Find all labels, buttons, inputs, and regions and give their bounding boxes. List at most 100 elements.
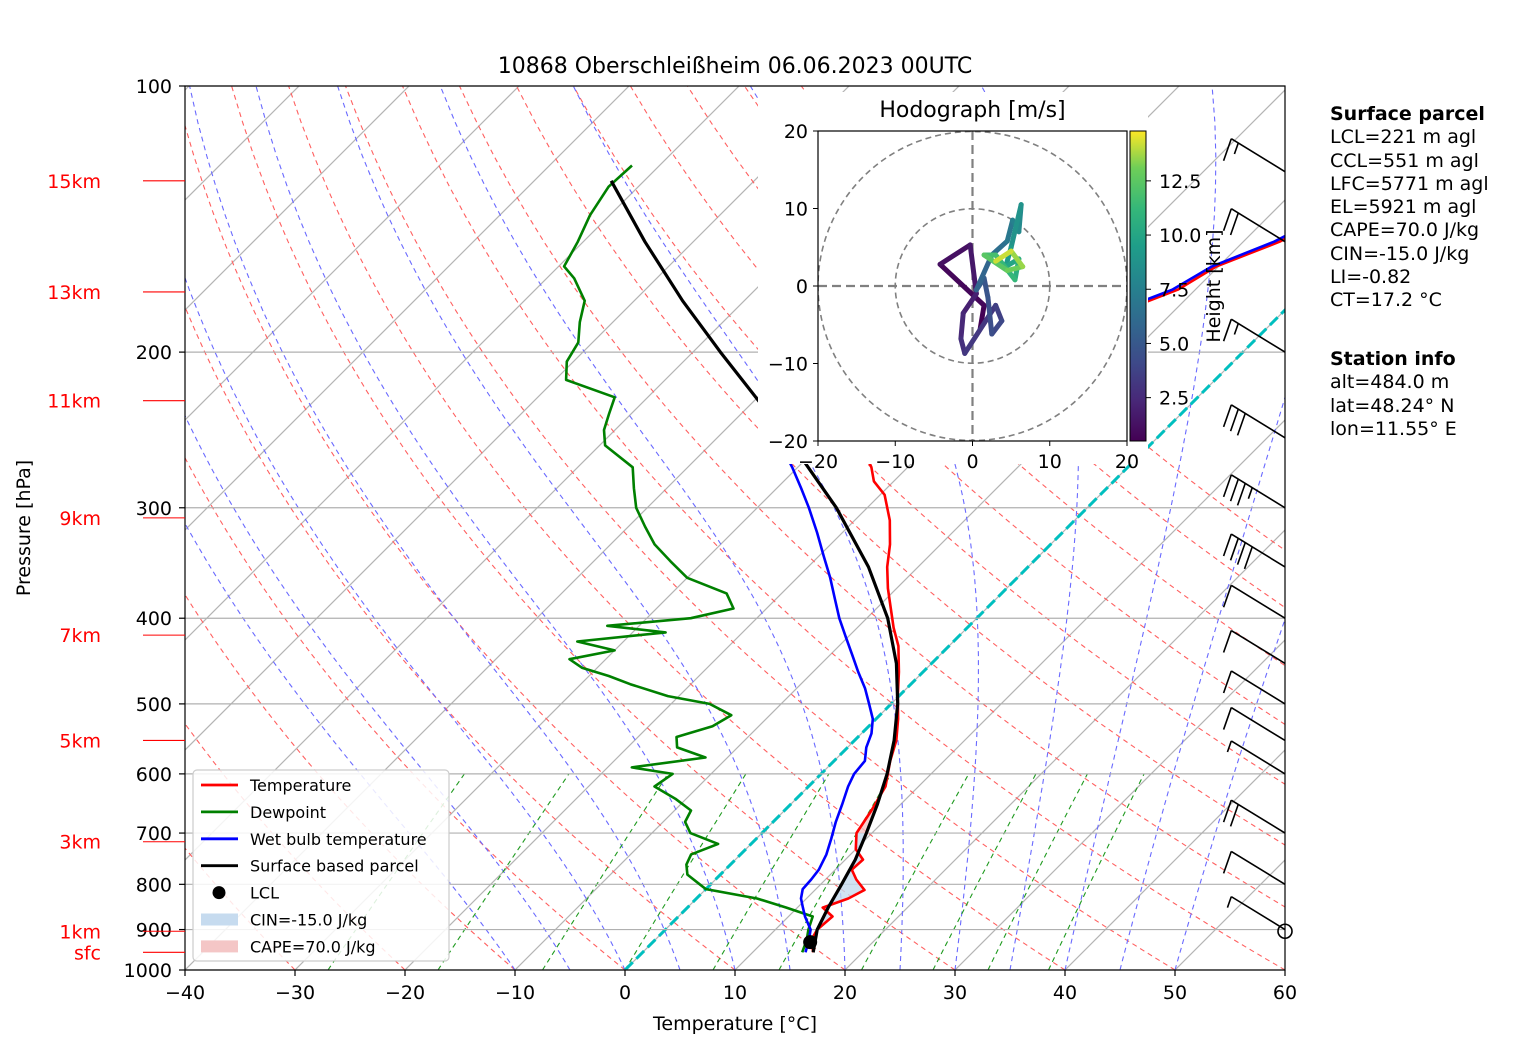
legend-label: Temperature: [249, 776, 351, 795]
dry-adiabat-line: [459, 86, 1285, 908]
moist-adiabat-line: [185, 414, 571, 970]
hodograph-x-tick-label: 0: [966, 451, 978, 473]
isotherm-line: [514, 199, 1285, 970]
y-tick-label: 700: [136, 823, 172, 845]
height-label: 9km: [59, 508, 101, 530]
hodograph-segment: [1008, 248, 1026, 270]
latitude-value: lat=48.24° N: [1330, 394, 1455, 417]
legend-swatch: [201, 913, 238, 926]
mixing-ratio-line: [778, 773, 892, 970]
x-tick-label: 30: [943, 982, 967, 1004]
cape-value: CAPE=70.0 J/kg: [1330, 219, 1480, 242]
mixing-ratio-line: [932, 773, 1037, 970]
wind-barb-feather: [1222, 404, 1233, 428]
calm-wind-marker: [1277, 923, 1293, 940]
x-tick-label: −20: [385, 982, 425, 1004]
colorbar-tick-label: 2.5: [1159, 388, 1189, 410]
wind-barb-shaft: [1230, 138, 1286, 173]
wind-barb-feather: [1226, 896, 1233, 908]
y-tick-label: 800: [136, 874, 172, 896]
y-tick-label: 100: [136, 76, 172, 98]
hodograph-x-tick-label: 20: [1115, 451, 1139, 473]
hodograph-segment: [960, 291, 979, 316]
colorbar-tick-label: 10.0: [1159, 225, 1201, 247]
dewpoint-line: [562, 164, 814, 953]
height-label: 1km: [59, 921, 101, 943]
height-label: 7km: [59, 625, 101, 647]
mixing-ratio-line: [437, 773, 570, 970]
legend-label: Dewpoint: [250, 803, 326, 822]
mixing-ratio-line: [987, 773, 1088, 970]
colorbar-tick-label: 12.5: [1159, 171, 1201, 193]
wind-barb-feather: [1222, 670, 1233, 694]
height-colorbar: [1129, 130, 1147, 442]
wind-barb-shaft: [1230, 474, 1286, 509]
ccl-value: CCL=551 m agl: [1330, 149, 1479, 172]
hodograph-segment: [993, 302, 1005, 324]
hodograph-segment: [937, 242, 973, 267]
isotherm-line: [954, 639, 1285, 970]
height-label: sfc: [74, 942, 101, 964]
mixing-ratio-line: [542, 773, 669, 970]
height-label: 15km: [47, 171, 101, 193]
moist-adiabat-line: [337, 86, 791, 970]
x-tick-label: 10: [723, 982, 747, 1004]
isotherm-line: [1064, 749, 1285, 970]
moist-adiabat-line: [439, 86, 846, 970]
wind-barb-feather: [1222, 585, 1233, 608]
dry-adiabat-line: [572, 86, 1285, 785]
wind-barb-feather: [1229, 478, 1240, 502]
wind-barb-shaft: [1230, 584, 1286, 619]
height-label: 5km: [59, 730, 101, 752]
isotherm-line: [185, 86, 630, 531]
wind-barb-feather: [1243, 546, 1253, 570]
wind-barb-feather: [1236, 483, 1247, 506]
wind-barb-feather: [1222, 138, 1233, 162]
hodograph-y-tick-label: 20: [784, 121, 808, 143]
li-value: LI=-0.82: [1330, 266, 1412, 289]
wind-barb-shaft: [1230, 533, 1286, 568]
station-info-heading: Station info: [1330, 348, 1456, 370]
legend-label: LCL: [250, 884, 279, 903]
y-tick-label: 300: [136, 498, 172, 520]
wind-barb-feather: [1247, 487, 1253, 499]
hodograph-y-tick-label: 0: [796, 276, 808, 298]
hodograph-x-tick-label: 10: [1038, 451, 1062, 473]
wind-barb-feather: [1236, 413, 1247, 436]
el-value: EL=5921 m agl: [1330, 196, 1477, 219]
wind-barb-shaft: [1230, 629, 1286, 665]
legend-label: CIN=-15.0 J/kg: [250, 911, 367, 930]
colorbar-label: Height [km]: [1203, 229, 1225, 342]
hodograph-y-tick-label: 10: [784, 199, 808, 221]
hodograph-x-tick-label: −10: [875, 451, 915, 473]
y-tick-label: 1000: [124, 960, 172, 982]
moist-adiabat-line: [1174, 617, 1285, 970]
wind-barb-feather: [1226, 740, 1233, 753]
dry-adiabat-line: [185, 456, 626, 970]
wind-barb-feather: [1222, 630, 1233, 653]
hodograph-x-tick-label: −20: [798, 451, 838, 473]
hodograph-segment: [993, 248, 1014, 264]
y-tick-label: 500: [136, 694, 172, 716]
dry-adiabat-line: [516, 86, 1285, 846]
surface-parcel-panel: Surface parcel LCL=221 m agl CCL=551 m a…: [1330, 103, 1489, 313]
moist-adiabat-line: [185, 276, 626, 970]
x-tick-label: 50: [1163, 982, 1187, 1004]
legend-label: Wet bulb temperature: [250, 830, 427, 849]
y-tick-label: 200: [136, 342, 172, 364]
hodograph-segment: [967, 242, 979, 297]
wind-barb-feather: [1222, 208, 1233, 231]
station-info-panel: Station info alt=484.0 m lat=48.24° N lo…: [1330, 348, 1457, 441]
height-label: 11km: [47, 391, 101, 413]
y-tick-label: 400: [136, 608, 172, 630]
wind-barb-shaft: [1230, 670, 1286, 705]
y-axis-label: Pressure [hPa]: [13, 460, 35, 596]
legend-swatch: [212, 886, 226, 900]
height-label: 13km: [47, 282, 101, 304]
cin-value: CIN=-15.0 J/kg: [1330, 242, 1470, 265]
hodograph: Hodograph [m/s] −20 −10 0 10 20 −20 −10 0 10 20 2.5…: [758, 92, 1225, 473]
x-tick-label: 60: [1273, 982, 1297, 1004]
dry-adiabat-line: [185, 722, 406, 970]
